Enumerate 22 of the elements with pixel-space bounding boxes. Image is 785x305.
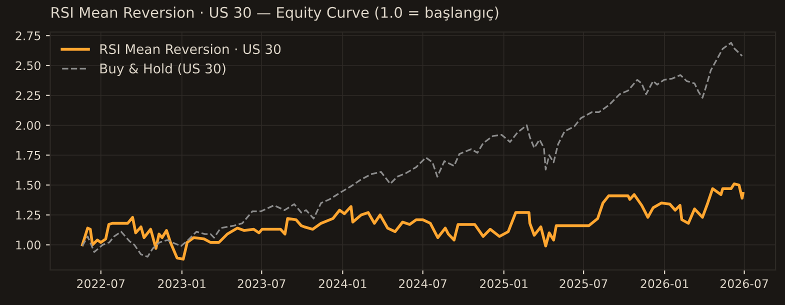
y-tick-label: 2.75 [16, 31, 40, 40]
y-tick-label: 2.00 [16, 120, 40, 130]
y-tick-label: 2.50 [16, 61, 40, 70]
x-tick-label: 2023-07 [238, 279, 286, 288]
y-tick-label: 1.25 [16, 210, 40, 220]
legend-label: RSI Mean Reversion · US 30 [100, 44, 281, 54]
x-tick-label: 2022-07 [77, 279, 125, 288]
line-series [82, 42, 743, 258]
y-tick-label: 1.00 [16, 240, 40, 250]
line-series [81, 182, 744, 261]
x-tick-label: 2025-07 [560, 279, 608, 288]
x-tick-label: 2024-07 [399, 279, 446, 288]
y-tick-label: 1.75 [16, 151, 40, 160]
x-tick-label: 2025-01 [480, 279, 528, 288]
chart-title: RSI Mean Reversion · US 30 — Equity Curve (1.0 = başlangıç) [52, 6, 498, 21]
x-tick-label: 2026-07 [720, 279, 768, 288]
x-tick-label: 2023-01 [158, 279, 206, 288]
x-tick-label: 2024-01 [318, 279, 366, 288]
legend-label: Buy & Hold (US 30) [100, 63, 226, 76]
x-tick-label: 2026-01 [640, 279, 688, 288]
y-tick-label: 2.25 [16, 91, 40, 100]
y-tick-label: 1.50 [16, 180, 40, 190]
